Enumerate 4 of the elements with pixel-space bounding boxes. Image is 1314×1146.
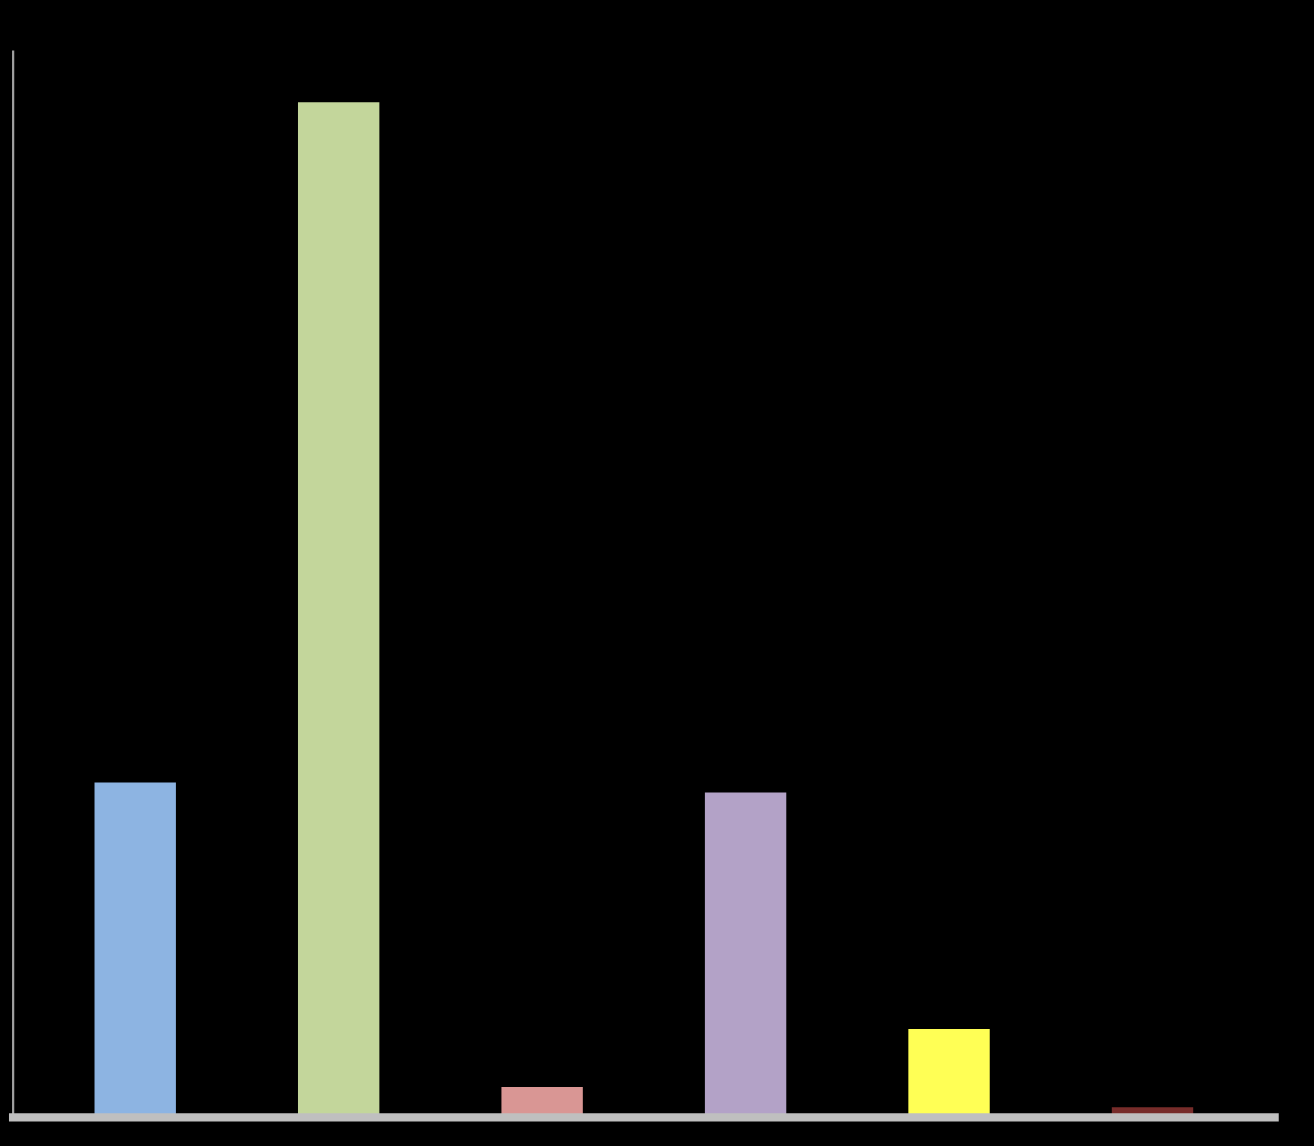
bar — [704, 792, 787, 1118]
bar — [297, 102, 380, 1118]
bar — [94, 782, 176, 1118]
bar — [908, 1029, 990, 1118]
